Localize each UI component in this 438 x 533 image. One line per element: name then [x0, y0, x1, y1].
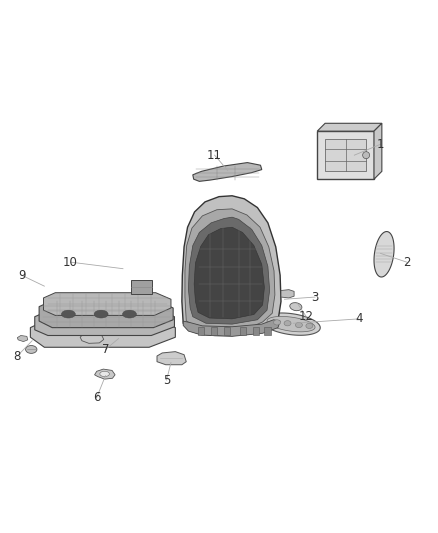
Polygon shape — [317, 123, 382, 131]
Text: 4: 4 — [355, 312, 363, 325]
Circle shape — [363, 152, 370, 159]
Polygon shape — [35, 311, 174, 335]
Text: 2: 2 — [403, 256, 410, 269]
Bar — [198, 327, 204, 335]
Ellipse shape — [274, 320, 281, 325]
Polygon shape — [183, 320, 280, 336]
Bar — [224, 327, 230, 335]
Polygon shape — [39, 301, 173, 328]
Ellipse shape — [123, 310, 137, 318]
Polygon shape — [194, 227, 265, 319]
Ellipse shape — [94, 310, 108, 318]
Polygon shape — [325, 139, 366, 171]
Polygon shape — [17, 335, 28, 342]
Text: 6: 6 — [93, 391, 100, 404]
Polygon shape — [267, 317, 315, 332]
Text: 10: 10 — [63, 256, 78, 269]
Text: 12: 12 — [299, 310, 314, 323]
Text: 5: 5 — [163, 374, 170, 386]
Polygon shape — [374, 123, 382, 179]
Polygon shape — [43, 293, 171, 316]
Polygon shape — [80, 332, 104, 343]
Polygon shape — [262, 313, 320, 335]
Bar — [240, 327, 246, 335]
Text: 1: 1 — [377, 138, 384, 151]
Polygon shape — [188, 217, 270, 324]
Polygon shape — [30, 321, 175, 348]
Ellipse shape — [306, 323, 313, 328]
Ellipse shape — [61, 310, 75, 318]
Polygon shape — [374, 231, 394, 277]
Text: 9: 9 — [18, 269, 25, 282]
Polygon shape — [182, 196, 281, 335]
Text: 7: 7 — [102, 343, 109, 356]
Polygon shape — [157, 352, 186, 365]
Bar — [211, 327, 217, 335]
Text: 11: 11 — [207, 149, 222, 161]
Polygon shape — [281, 289, 294, 298]
Polygon shape — [317, 131, 374, 179]
Ellipse shape — [290, 303, 302, 311]
Text: 3: 3 — [311, 290, 319, 304]
Ellipse shape — [100, 372, 110, 376]
Ellipse shape — [25, 345, 37, 353]
Polygon shape — [193, 163, 262, 181]
Polygon shape — [185, 209, 275, 330]
Bar — [265, 327, 271, 335]
Polygon shape — [95, 369, 115, 379]
Bar — [253, 327, 259, 335]
Bar — [131, 280, 152, 294]
Text: 8: 8 — [14, 350, 21, 362]
Ellipse shape — [295, 322, 302, 328]
Ellipse shape — [284, 321, 291, 326]
